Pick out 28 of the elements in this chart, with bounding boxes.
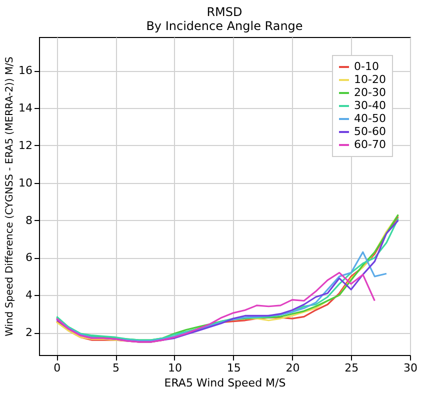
y-tick-label: 16	[18, 64, 32, 78]
y-tick-label: 2	[26, 326, 32, 340]
legend-label: 50-60	[354, 125, 386, 138]
legend-label: 60-70	[354, 138, 386, 151]
chart-subtitle: By Incidence Angle Range	[146, 19, 303, 33]
y-tick-label: 14	[18, 102, 32, 115]
x-tick-label: 30	[404, 362, 418, 374]
y-tick-label: 4	[26, 288, 32, 302]
line-series	[56, 272, 376, 343]
x-axis-title: ERA5 Wind Speed M/S	[164, 376, 286, 390]
x-tick-label: 15	[226, 362, 241, 374]
y-tick-label: 10	[18, 176, 32, 190]
x-tick-label: 10	[168, 362, 182, 374]
legend-label: 10-20	[354, 73, 386, 86]
line-series	[56, 251, 388, 342]
x-tick-label: 0	[54, 362, 61, 374]
y-tick-label: 12	[18, 138, 32, 152]
y-axis-title: Wind Speed Difference (CYGNSS - ERA5 (MERRA-2)) M/S	[4, 56, 16, 336]
y-tick-label: 8	[26, 214, 32, 227]
x-tick-label: 5	[112, 362, 120, 374]
y-tick-label: 6	[26, 251, 32, 264]
legend-label: 40-50	[354, 112, 386, 125]
legend-label: 0-10	[354, 60, 379, 73]
x-tick-label: 25	[344, 362, 359, 374]
legend-label: 30-40	[354, 99, 386, 112]
x-tick-label: 20	[286, 362, 300, 374]
legend-label: 20-30	[354, 86, 386, 99]
chart-title: RMSD	[206, 5, 242, 19]
